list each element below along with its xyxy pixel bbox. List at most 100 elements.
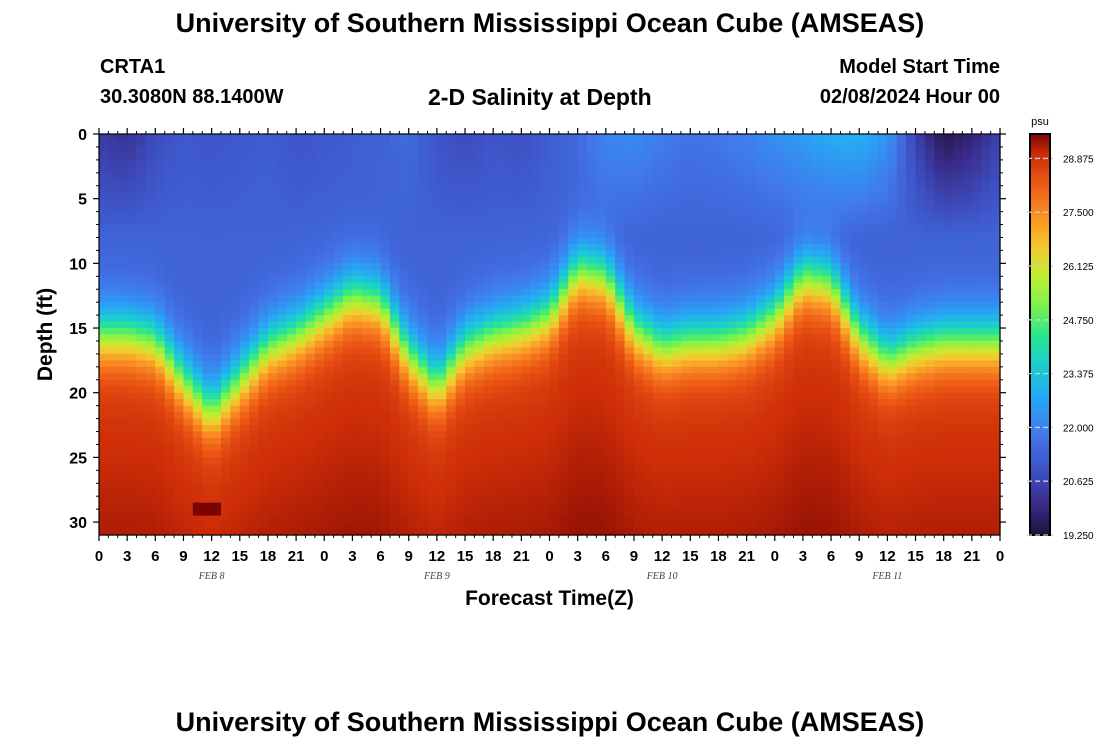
heatmap-cell — [314, 528, 325, 536]
heatmap-cell — [605, 205, 616, 213]
heatmap-cell — [540, 224, 551, 232]
heatmap-cell — [427, 392, 438, 400]
heatmap-cell — [99, 263, 109, 271]
heatmap-cell — [352, 269, 363, 277]
heatmap-cell — [483, 353, 494, 361]
heatmap-cell — [633, 308, 644, 316]
heatmap-cell — [690, 366, 701, 374]
heatmap-cell — [840, 522, 851, 530]
heatmap-cell — [108, 205, 119, 213]
heatmap-cell — [802, 289, 813, 297]
heatmap-cell — [127, 515, 138, 523]
heatmap-cell — [296, 282, 307, 290]
heatmap-cell — [671, 418, 682, 426]
heatmap-cell — [784, 237, 795, 245]
heatmap-cell — [530, 347, 541, 355]
heatmap-cell — [821, 425, 832, 433]
heatmap-cell — [446, 231, 457, 239]
heatmap-cell — [549, 153, 560, 161]
heatmap-cell — [211, 243, 222, 252]
heatmap-cell — [662, 509, 673, 517]
heatmap-cell — [145, 457, 156, 465]
heatmap-cell — [530, 237, 541, 245]
heatmap-cell — [117, 166, 128, 174]
heatmap-cell — [849, 263, 860, 271]
heatmap-cell — [755, 134, 766, 142]
heatmap-cell — [202, 528, 213, 536]
heatmap-cell — [549, 405, 560, 413]
heatmap-cell — [521, 425, 532, 433]
heatmap-cell — [577, 457, 588, 465]
heatmap-cell — [474, 425, 485, 433]
heatmap-cell — [145, 289, 156, 297]
heatmap-cell — [446, 205, 457, 213]
heatmap-cell — [127, 340, 138, 349]
heatmap-cell — [380, 321, 391, 329]
heatmap-cell — [183, 360, 194, 368]
heatmap-cell — [831, 308, 842, 316]
heatmap-cell — [436, 522, 447, 530]
heatmap-cell — [521, 269, 532, 277]
heatmap-cell — [408, 366, 419, 374]
heatmap-cell — [624, 172, 635, 180]
heatmap-cell — [418, 179, 429, 187]
heatmap-cell — [784, 418, 795, 426]
heatmap-cell — [239, 457, 250, 465]
heatmap-cell — [333, 515, 344, 523]
heatmap-cell — [821, 237, 832, 245]
heatmap-cell — [746, 159, 757, 167]
heatmap-cell — [821, 159, 832, 167]
heatmap-cell — [258, 315, 269, 323]
heatmap-cell — [671, 379, 682, 387]
heatmap-cell — [718, 153, 729, 161]
heatmap-cell — [267, 496, 278, 504]
heatmap-cell — [296, 366, 307, 374]
heatmap-cell — [521, 489, 532, 497]
heatmap-cell — [737, 528, 748, 536]
heatmap-cell — [633, 205, 644, 213]
heatmap-cell — [690, 263, 701, 271]
heatmap-cell — [99, 140, 109, 148]
heatmap-cell — [662, 198, 673, 206]
heatmap-cell — [568, 269, 579, 277]
heatmap-cell — [793, 321, 804, 329]
heatmap-cell — [155, 528, 166, 536]
heatmap-cell — [99, 269, 109, 277]
heatmap-cell — [361, 140, 372, 148]
heatmap-cell — [521, 276, 532, 284]
heatmap-cell — [652, 198, 663, 206]
heatmap-cell — [343, 483, 354, 491]
heatmap-cell — [699, 353, 710, 361]
heatmap-cell — [549, 373, 560, 381]
heatmap-cell — [671, 237, 682, 245]
heatmap-cell — [211, 522, 222, 530]
heatmap-cell — [427, 276, 438, 284]
heatmap-cell — [587, 502, 598, 510]
heatmap-cell — [577, 166, 588, 174]
heatmap-cell — [652, 308, 663, 316]
heatmap-cell — [784, 379, 795, 387]
heatmap-cell — [174, 483, 185, 491]
heatmap-cell — [746, 211, 757, 219]
heatmap-cell — [680, 211, 691, 219]
heatmap-cell — [549, 224, 560, 232]
heatmap-cell — [662, 496, 673, 504]
heatmap-cell — [239, 321, 250, 329]
heatmap-cell — [793, 302, 804, 310]
heatmap-cell — [596, 444, 607, 452]
heatmap-cell — [587, 185, 598, 193]
heatmap-cell — [558, 276, 569, 284]
heatmap-cell — [615, 496, 626, 504]
heatmap-cell — [605, 140, 616, 148]
heatmap-cell — [652, 295, 663, 303]
heatmap-cell — [633, 172, 644, 180]
heatmap-cell — [474, 392, 485, 400]
heatmap-cell — [755, 289, 766, 297]
heatmap-cell — [314, 444, 325, 452]
heatmap-cell — [615, 321, 626, 329]
heatmap-cell — [343, 140, 354, 148]
heatmap-cell — [530, 528, 541, 536]
heatmap-cell — [483, 334, 494, 342]
heatmap-cell — [408, 295, 419, 303]
heatmap-cell — [352, 328, 363, 336]
